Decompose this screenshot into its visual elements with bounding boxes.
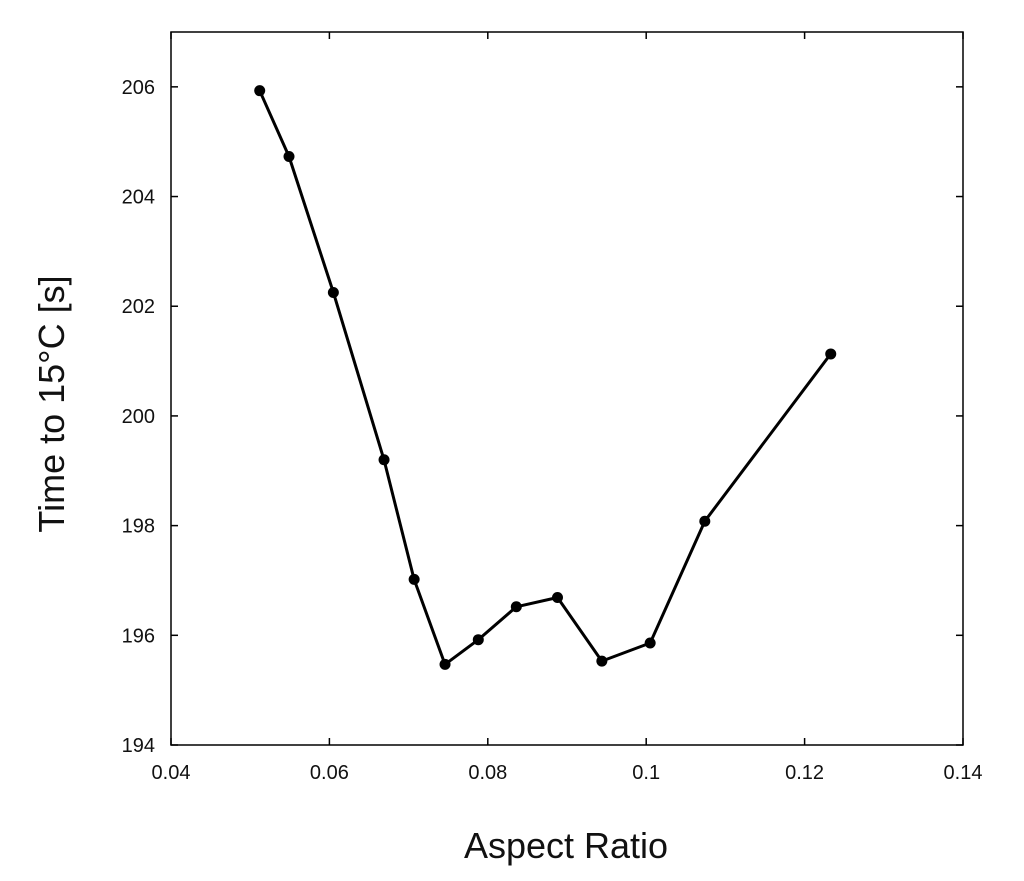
plot-frame (170, 31, 964, 746)
ticks: 0.04 0.06 0.08 0.1 0.12 0.14 194 196 198 200 202 20… (122, 32, 983, 784)
y-axis-title: Time to 15°C [s] (31, 275, 72, 532)
data-point (551, 591, 563, 603)
data-point (510, 601, 522, 613)
y-tick-label: 200 (122, 406, 155, 428)
data-point (254, 85, 266, 97)
x-tick-label: 0.1 (632, 762, 660, 784)
axes (170, 31, 964, 746)
data-point (596, 655, 608, 667)
data-point (327, 287, 339, 299)
x-tick-label: 0.04 (152, 762, 191, 784)
data-point (644, 637, 656, 649)
data-point (439, 658, 451, 670)
data-point (408, 573, 420, 585)
y-tick-label: 204 (122, 187, 155, 209)
series-line (258, 90, 832, 666)
x-tick-label: 0.06 (310, 762, 349, 784)
data-point (699, 515, 711, 527)
data-point (283, 151, 295, 163)
series (254, 85, 837, 670)
data-point (378, 454, 390, 466)
data-point (472, 634, 484, 646)
x-tick-label: 0.14 (944, 762, 983, 784)
y-tick-label: 202 (122, 296, 155, 318)
y-tick-label: 198 (122, 516, 155, 538)
x-tick-label: 0.12 (785, 762, 824, 784)
data-point (825, 348, 837, 360)
y-tick-label: 194 (122, 735, 155, 757)
y-tick-label: 196 (122, 625, 155, 647)
x-axis-title: Aspect Ratio (464, 825, 668, 866)
x-tick-label: 0.08 (468, 762, 507, 784)
y-tick-label: 206 (122, 77, 155, 99)
